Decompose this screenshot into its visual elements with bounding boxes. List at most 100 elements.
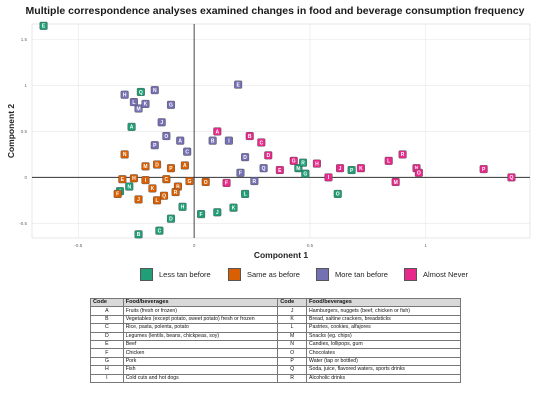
table-row: E Beef N Candies, lollipops, gum bbox=[90, 339, 461, 350]
data-point bbox=[259, 164, 268, 173]
table-header-cell: Food/beverages bbox=[122, 297, 279, 308]
data-point bbox=[162, 132, 171, 141]
legend-swatch bbox=[228, 268, 241, 281]
data-point bbox=[166, 214, 175, 223]
code-cell: J bbox=[277, 306, 308, 316]
data-point bbox=[150, 141, 159, 150]
food-cell: Vegetables (except potato, sweet potato)… bbox=[122, 314, 279, 325]
data-point bbox=[141, 162, 150, 171]
data-point-label: J bbox=[339, 166, 342, 172]
data-point-label: H bbox=[132, 176, 136, 182]
data-point-label: F bbox=[225, 181, 228, 187]
x-tick-label: -0.5 bbox=[74, 243, 82, 248]
y-axis-title: Component 2 bbox=[6, 104, 16, 159]
data-point bbox=[120, 150, 129, 159]
data-point-label: L bbox=[387, 159, 390, 165]
data-point bbox=[39, 21, 48, 30]
chart-legend: Less tan before Same as before More tan be… bbox=[0, 268, 550, 286]
food-cell: Water (tap or bottled) bbox=[306, 356, 461, 367]
data-point bbox=[479, 165, 488, 174]
food-cell: Alcoholic drinks bbox=[306, 373, 461, 383]
data-point-label: D bbox=[266, 153, 270, 159]
data-point-label: Q bbox=[139, 90, 143, 96]
data-point-label: H bbox=[315, 161, 319, 167]
legend-item: Almost Never bbox=[404, 268, 468, 281]
data-point bbox=[129, 98, 138, 107]
data-point-label: O bbox=[204, 180, 208, 186]
data-point bbox=[241, 189, 250, 198]
scatter-plot: -0.5 0 0.5 1 -0.5 0 0.5 1 1.5 Component 1 Componen… bbox=[6, 21, 531, 260]
data-point bbox=[289, 156, 298, 165]
food-cell: Snacks (eg. chips) bbox=[306, 331, 461, 341]
data-point-label: D bbox=[169, 217, 173, 223]
legend-item: More tan before bbox=[316, 268, 388, 281]
data-point-label: Q bbox=[262, 166, 266, 172]
data-point-label: N bbox=[123, 152, 127, 158]
code-cell: A bbox=[90, 306, 124, 316]
legend-label: Same as before bbox=[247, 270, 300, 279]
data-point bbox=[391, 177, 400, 186]
table-header-cell: Food/beverages bbox=[306, 297, 461, 308]
legend-label: More tan before bbox=[335, 270, 388, 279]
data-point bbox=[157, 118, 166, 127]
data-point-label: G bbox=[169, 103, 173, 109]
food-cell: Beef bbox=[122, 339, 279, 350]
data-point bbox=[178, 202, 187, 211]
code-cell: F bbox=[90, 348, 124, 358]
table-row: A Fruits (fresh or frozen) J Hamburgers, nu… bbox=[90, 306, 461, 316]
data-point bbox=[356, 164, 365, 173]
data-point-label: P bbox=[169, 166, 173, 172]
food-cell: Soda, juice, flavored waters, sports dri… bbox=[306, 365, 461, 375]
data-point bbox=[150, 86, 159, 95]
data-point-label: R bbox=[174, 190, 178, 196]
data-point-label: A bbox=[178, 138, 182, 144]
table-row: G Pork P Water (tap or bottled) bbox=[90, 356, 461, 367]
y-tick-label: 1 bbox=[24, 83, 27, 88]
code-cell: O bbox=[277, 348, 308, 358]
data-point-label: M bbox=[394, 180, 398, 186]
data-point-label: P bbox=[153, 143, 157, 149]
data-point-label: N bbox=[127, 184, 131, 190]
food-cell: Pastries, cookies, alfajores bbox=[306, 323, 461, 333]
data-point-label: B bbox=[176, 184, 180, 190]
data-point-label: C bbox=[185, 149, 189, 155]
data-point-label: F bbox=[239, 171, 242, 177]
data-point-label: M bbox=[296, 166, 300, 172]
code-cell: E bbox=[90, 339, 124, 350]
data-point bbox=[301, 169, 310, 178]
code-cell: B bbox=[90, 314, 124, 325]
data-point-label: J bbox=[160, 120, 163, 126]
data-point bbox=[324, 173, 333, 182]
legend-item: Same as before bbox=[228, 268, 300, 281]
data-point-label: K bbox=[232, 205, 236, 211]
chart-title: Multiple correspondence analyses examine… bbox=[25, 5, 525, 17]
food-cell: Chocolates bbox=[306, 348, 461, 358]
data-point bbox=[234, 80, 243, 89]
data-point bbox=[153, 160, 162, 169]
data-point bbox=[213, 127, 222, 136]
data-point-label: F bbox=[116, 192, 119, 198]
data-point-label: Q bbox=[510, 175, 514, 181]
data-point bbox=[136, 87, 145, 96]
data-point bbox=[125, 182, 134, 191]
data-point bbox=[160, 191, 169, 200]
data-point bbox=[264, 151, 273, 160]
data-point bbox=[222, 178, 231, 187]
data-point-label: G bbox=[292, 159, 296, 165]
food-code-table: Code Food/beverages Code Food/beverages … bbox=[90, 297, 461, 383]
y-tick-label: 0.5 bbox=[21, 129, 28, 134]
data-point-label: C bbox=[259, 140, 263, 146]
data-point bbox=[347, 166, 356, 175]
data-point bbox=[398, 150, 407, 159]
data-point-label: P bbox=[350, 168, 354, 174]
legend-swatch bbox=[140, 268, 153, 281]
food-cell: Fish bbox=[122, 365, 279, 375]
data-point bbox=[176, 136, 185, 145]
data-point-label: F bbox=[200, 212, 203, 218]
data-point-label: C bbox=[158, 228, 162, 234]
data-point-label: O bbox=[164, 134, 168, 140]
data-point-label: H bbox=[181, 205, 185, 211]
x-tick-label: 0 bbox=[193, 243, 196, 248]
food-cell: Rice, pasta, polenta, potato bbox=[122, 323, 279, 333]
data-point-label: O bbox=[336, 192, 340, 198]
